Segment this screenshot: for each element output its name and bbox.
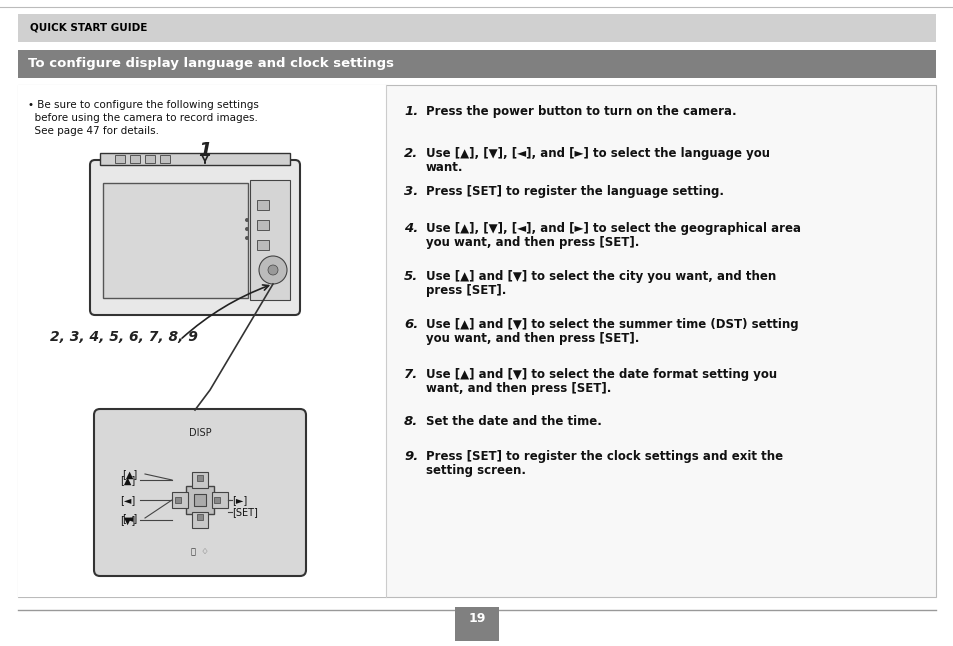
Text: want.: want.	[426, 161, 463, 174]
Text: want, and then press [SET].: want, and then press [SET].	[426, 382, 611, 395]
Text: 3.: 3.	[403, 185, 417, 198]
Text: 9.: 9.	[403, 450, 417, 463]
Bar	[18, 50, 935, 78]
Bar	[192, 512, 208, 528]
Circle shape	[245, 236, 249, 240]
Text: QUICK START GUIDE: QUICK START GUIDE	[30, 23, 147, 33]
Text: Press [SET] to register the clock settings and exit the: Press [SET] to register the clock settin…	[426, 450, 782, 463]
Text: [►]: [►]	[0, 645, 1, 646]
Circle shape	[245, 218, 249, 222]
Bar	[250, 180, 290, 300]
Text: Use [▲] and [▼] to select the summer time (DST) setting: Use [▲] and [▼] to select the summer tim…	[426, 318, 798, 331]
Bar	[455, 607, 498, 631]
Text: 1.: 1.	[403, 105, 417, 118]
Text: 7.: 7.	[403, 368, 417, 381]
Bar	[212, 492, 228, 508]
Text: you want, and then press [SET].: you want, and then press [SET].	[426, 236, 639, 249]
Circle shape	[258, 256, 287, 284]
Circle shape	[268, 265, 277, 275]
Bar	[18, 14, 935, 42]
Text: [▲]: [▲]	[0, 645, 1, 646]
Text: Set the date and the time.: Set the date and the time.	[426, 415, 601, 428]
Text: 4.: 4.	[403, 222, 417, 235]
Bar	[213, 497, 220, 503]
Text: you want, and then press [SET].: you want, and then press [SET].	[426, 332, 639, 345]
Text: before using the camera to record images.: before using the camera to record images…	[28, 113, 257, 123]
Bar	[455, 631, 498, 641]
Bar	[196, 514, 203, 520]
Bar	[18, 85, 386, 597]
Text: 19: 19	[468, 612, 485, 625]
Bar	[186, 486, 213, 514]
Circle shape	[245, 227, 249, 231]
Text: setting screen.: setting screen.	[426, 464, 525, 477]
Text: [▼]: [▼]	[0, 645, 1, 646]
Bar	[196, 475, 203, 481]
Bar	[193, 494, 206, 506]
Bar	[172, 492, 188, 508]
Text: • Be sure to configure the following settings: • Be sure to configure the following set…	[28, 100, 258, 110]
Text: 6.: 6.	[403, 318, 417, 331]
Text: 2, 3, 4, 5, 6, 7, 8, 9: 2, 3, 4, 5, 6, 7, 8, 9	[50, 330, 197, 344]
Text: [SET]: [SET]	[0, 645, 1, 646]
Text: [◄]: [◄]	[120, 495, 135, 505]
Text: 1: 1	[198, 140, 212, 160]
Text: [▼]: [▼]	[120, 515, 135, 525]
Text: Use [▲], [▼], [◄], and [►] to select the geographical area: Use [▲], [▼], [◄], and [►] to select the…	[426, 222, 801, 235]
Text: 2.: 2.	[403, 147, 417, 160]
Bar	[256, 200, 269, 210]
Bar	[145, 155, 154, 163]
Text: Use [▲] and [▼] to select the date format setting you: Use [▲] and [▼] to select the date forma…	[426, 368, 777, 381]
Text: Use [▲] and [▼] to select the city you want, and then: Use [▲] and [▼] to select the city you w…	[426, 270, 776, 283]
Bar	[192, 472, 208, 488]
Text: press [SET].: press [SET].	[426, 284, 506, 297]
Bar	[160, 155, 170, 163]
Text: DISP: DISP	[189, 428, 212, 438]
Bar	[174, 497, 181, 503]
Text: ⌹  ♢: ⌹ ♢	[191, 548, 209, 556]
Text: [◄]: [◄]	[122, 513, 137, 523]
Text: To configure display language and clock settings: To configure display language and clock …	[28, 57, 394, 70]
Text: Use [▲], [▼], [◄], and [►] to select the language you: Use [▲], [▼], [◄], and [►] to select the…	[426, 147, 769, 160]
Text: Press [SET] to register the language setting.: Press [SET] to register the language set…	[426, 185, 723, 198]
Bar	[256, 240, 269, 250]
Bar	[115, 155, 125, 163]
Text: 5.: 5.	[403, 270, 417, 283]
Text: Press the power button to turn on the camera.: Press the power button to turn on the ca…	[426, 105, 736, 118]
Bar	[103, 183, 248, 298]
Bar	[256, 220, 269, 230]
FancyBboxPatch shape	[90, 160, 299, 315]
Bar	[18, 85, 935, 597]
Bar	[100, 153, 290, 165]
Text: 8.: 8.	[403, 415, 417, 428]
Text: [SET]: [SET]	[232, 507, 257, 517]
Text: See page 47 for details.: See page 47 for details.	[28, 126, 159, 136]
FancyBboxPatch shape	[94, 409, 306, 576]
Text: [▲]: [▲]	[120, 475, 135, 485]
Bar	[130, 155, 140, 163]
Text: [▲]: [▲]	[122, 469, 137, 479]
Text: [►]: [►]	[232, 495, 247, 505]
